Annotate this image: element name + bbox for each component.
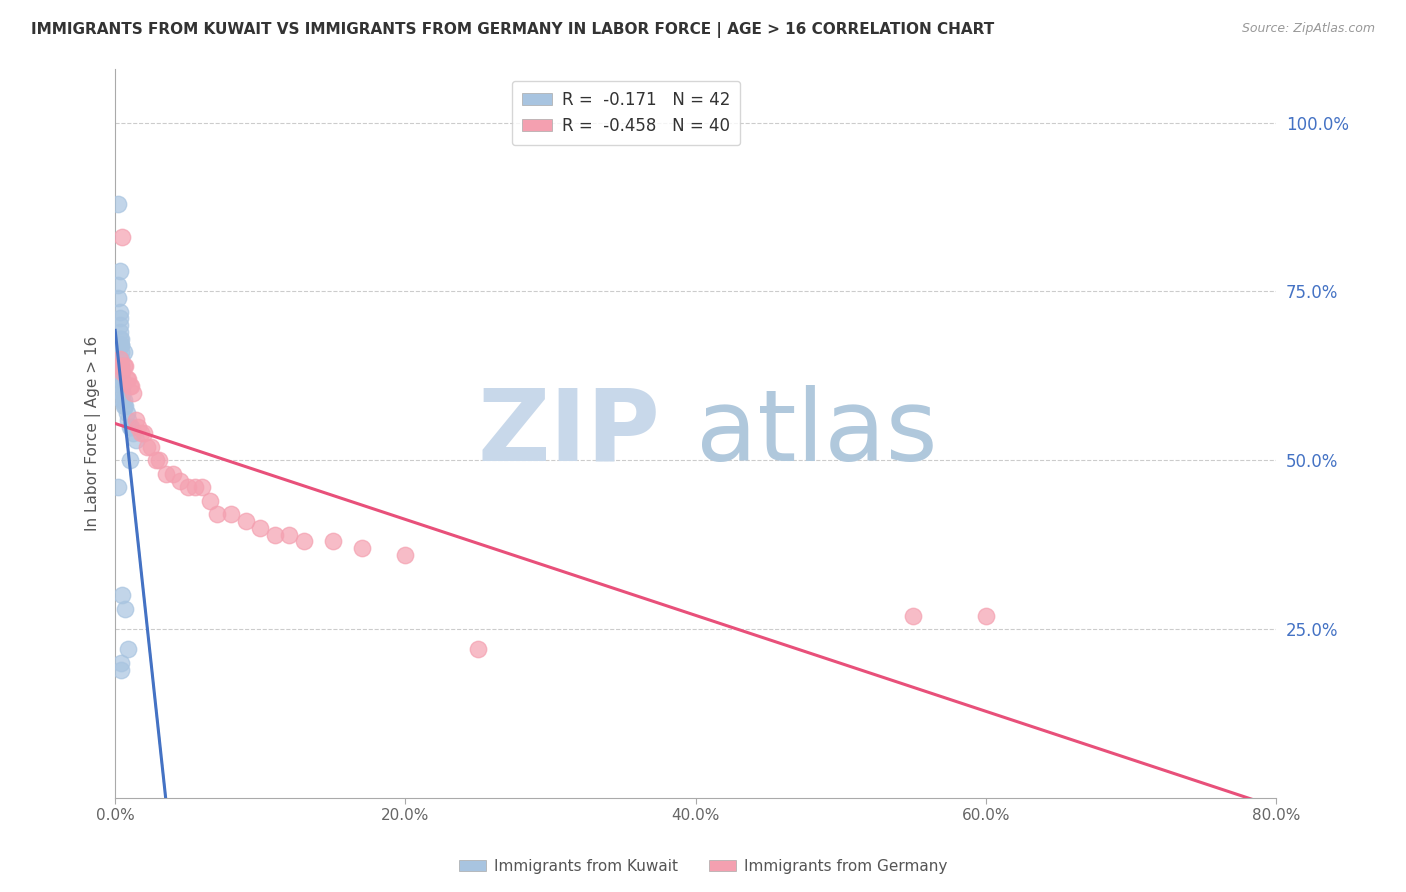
Legend: Immigrants from Kuwait, Immigrants from Germany: Immigrants from Kuwait, Immigrants from … xyxy=(453,853,953,880)
Point xyxy=(108,318,131,333)
Point xyxy=(145,453,167,467)
Point xyxy=(136,440,159,454)
Point xyxy=(134,426,156,441)
Y-axis label: In Labor Force | Age > 16: In Labor Force | Age > 16 xyxy=(86,335,101,531)
Point xyxy=(110,359,132,373)
Point xyxy=(118,453,141,467)
Point xyxy=(162,467,184,481)
Point xyxy=(111,385,134,400)
Point xyxy=(124,433,146,447)
Point xyxy=(112,359,135,373)
Point xyxy=(120,419,142,434)
Point xyxy=(111,589,134,603)
Point xyxy=(107,480,129,494)
Point xyxy=(107,277,129,292)
Point xyxy=(118,419,141,434)
Point xyxy=(205,508,228,522)
Point xyxy=(108,304,131,318)
Point xyxy=(117,413,139,427)
Point xyxy=(191,480,214,494)
Point xyxy=(292,534,315,549)
Point xyxy=(108,264,131,278)
Point xyxy=(110,656,132,670)
Point xyxy=(110,366,132,380)
Text: atlas: atlas xyxy=(696,384,938,482)
Point xyxy=(148,453,170,467)
Point xyxy=(111,379,134,393)
Point xyxy=(110,332,132,346)
Point xyxy=(169,474,191,488)
Point xyxy=(235,514,257,528)
Point xyxy=(394,548,416,562)
Point xyxy=(903,608,925,623)
Point xyxy=(111,230,134,244)
Point xyxy=(107,291,129,305)
Point xyxy=(107,196,129,211)
Point xyxy=(121,385,143,400)
Point xyxy=(249,521,271,535)
Point xyxy=(121,426,143,441)
Point xyxy=(350,541,373,555)
Point xyxy=(110,351,132,366)
Point xyxy=(108,332,131,346)
Point xyxy=(112,399,135,413)
Point xyxy=(111,379,134,393)
Point xyxy=(110,338,132,352)
Point xyxy=(278,527,301,541)
Point xyxy=(110,372,132,386)
Point xyxy=(108,351,131,366)
Point xyxy=(118,379,141,393)
Point xyxy=(120,379,142,393)
Point xyxy=(110,663,132,677)
Text: ZIP: ZIP xyxy=(478,384,661,482)
Point xyxy=(111,366,134,380)
Point xyxy=(108,359,131,373)
Point xyxy=(467,642,489,657)
Point xyxy=(219,508,242,522)
Point xyxy=(111,392,134,407)
Point xyxy=(184,480,207,494)
Text: Source: ZipAtlas.com: Source: ZipAtlas.com xyxy=(1241,22,1375,36)
Point xyxy=(110,366,132,380)
Point xyxy=(115,372,138,386)
Point xyxy=(974,608,997,623)
Point xyxy=(111,385,134,400)
Point xyxy=(111,372,134,386)
Point xyxy=(117,642,139,657)
Point xyxy=(108,325,131,339)
Point xyxy=(127,419,149,434)
Legend: R =  -0.171   N = 42, R =  -0.458   N = 40: R = -0.171 N = 42, R = -0.458 N = 40 xyxy=(512,80,740,145)
Point xyxy=(107,359,129,373)
Point xyxy=(117,372,139,386)
Point xyxy=(110,359,132,373)
Point xyxy=(177,480,200,494)
Point xyxy=(114,399,136,413)
Point xyxy=(263,527,285,541)
Point xyxy=(322,534,344,549)
Point xyxy=(114,602,136,616)
Point xyxy=(112,392,135,407)
Point xyxy=(110,345,132,359)
Point xyxy=(114,359,136,373)
Point xyxy=(155,467,177,481)
Point xyxy=(108,311,131,326)
Point xyxy=(115,406,138,420)
Text: IMMIGRANTS FROM KUWAIT VS IMMIGRANTS FROM GERMANY IN LABOR FORCE | AGE > 16 CORR: IMMIGRANTS FROM KUWAIT VS IMMIGRANTS FRO… xyxy=(31,22,994,38)
Point xyxy=(131,426,153,441)
Point xyxy=(110,338,132,352)
Point xyxy=(124,413,146,427)
Point xyxy=(198,493,221,508)
Point xyxy=(141,440,163,454)
Point xyxy=(112,345,135,359)
